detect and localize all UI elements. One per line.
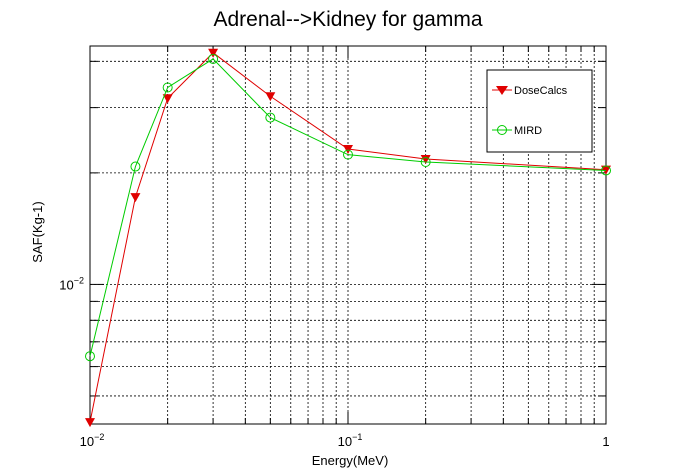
series: [85, 48, 611, 428]
legend-box: [486, 69, 593, 153]
plot-frame: [89, 45, 607, 425]
x-tick-label: 1: [602, 434, 609, 449]
axis-ticks: [89, 46, 607, 424]
x-tick-label: 10−2: [80, 432, 105, 449]
legend: DoseCalcs MIRD: [486, 69, 593, 153]
legend-marker-mird: [497, 125, 507, 135]
series-line-mird: [89, 58, 607, 357]
grid: [90, 46, 606, 424]
x-tick-label: 10−1: [338, 432, 363, 449]
data-point-mird: [420, 156, 431, 167]
legend-marker-dosecalcs: [496, 86, 508, 95]
data-point-dosecalcs: [343, 144, 353, 154]
data-point-dosecalcs: [162, 94, 173, 104]
legend-label-mird: MIRD: [514, 125, 542, 137]
data-point-mird: [601, 165, 611, 176]
data-point-dosecalcs: [130, 193, 141, 203]
y-axis-label: SAF(Kg-1): [30, 201, 45, 262]
data-point-mird: [130, 161, 141, 172]
tick-labels: 10−2 10−1 1 10−2: [59, 275, 609, 449]
data-point-dosecalcs: [420, 155, 431, 165]
data-point-dosecalcs: [85, 418, 95, 428]
series-line-dosecalcs: [89, 52, 607, 423]
x-axis-label: Energy(MeV): [312, 453, 389, 468]
y-tick-label: 10−2: [59, 275, 84, 292]
legend-label-dosecalcs: DoseCalcs: [514, 85, 568, 97]
data-point-mird: [343, 149, 353, 160]
chart-title: Adrenal-->Kidney for gamma: [213, 8, 482, 31]
data-point-mird: [208, 53, 219, 64]
data-point-dosecalcs: [265, 92, 276, 102]
data-point-mird: [162, 82, 173, 93]
data-point-mird: [85, 351, 95, 362]
data-point-mird: [265, 112, 276, 123]
data-point-dosecalcs: [208, 48, 219, 58]
